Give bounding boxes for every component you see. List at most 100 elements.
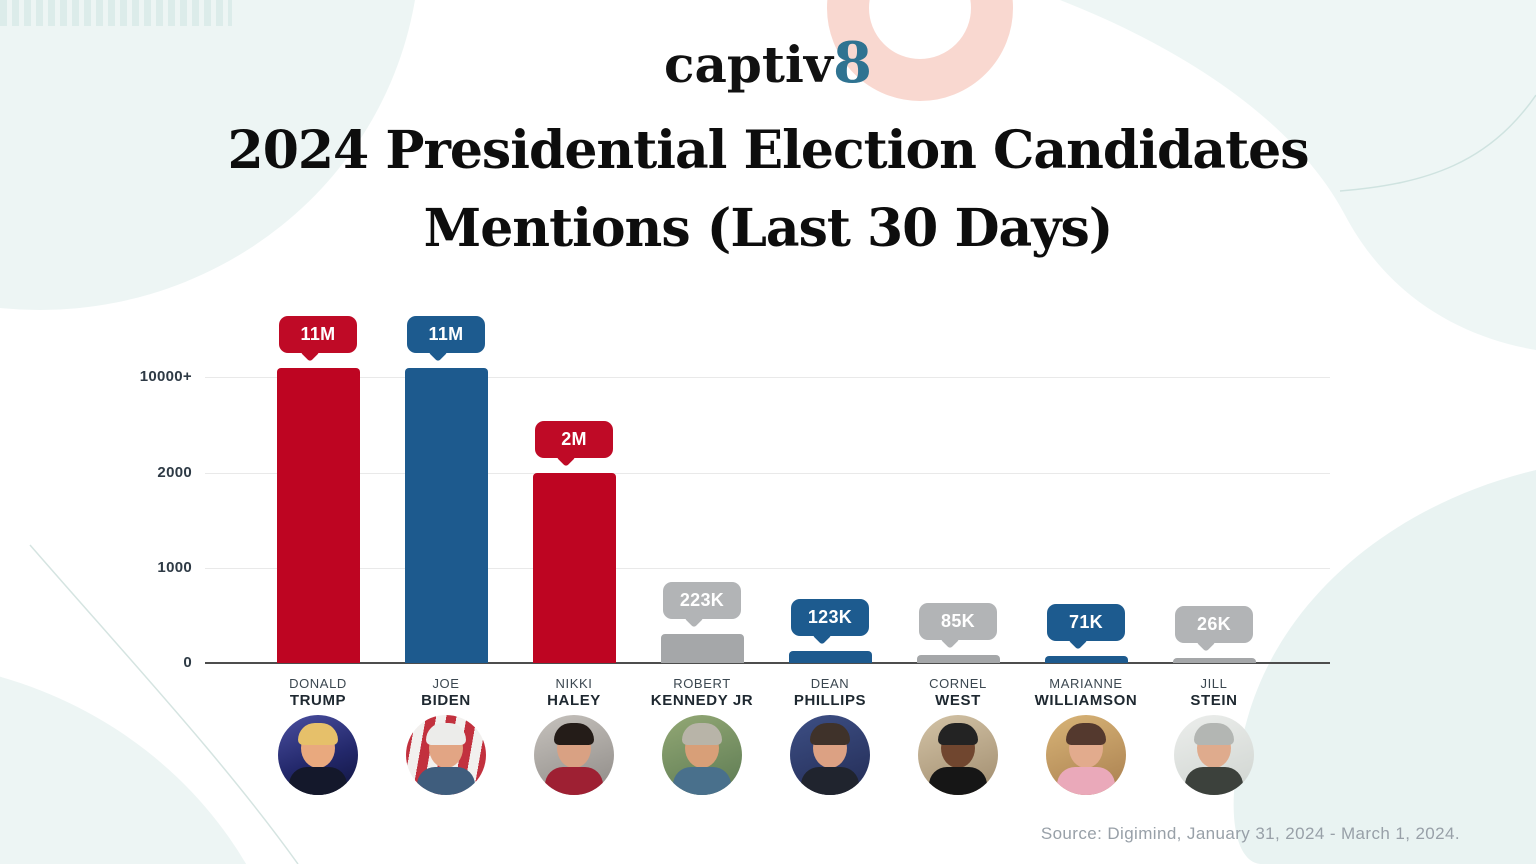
first-name: NIKKI — [555, 676, 593, 691]
value-label: 223K — [679, 590, 725, 610]
captiv8-logo: captiv8 — [0, 30, 1536, 96]
value-bubble: 223K — [663, 582, 741, 619]
last-name: TRUMP — [289, 692, 347, 710]
candidate-column-phillips: 123K DEAN PHILLIPS — [766, 599, 894, 795]
background-ring-pink — [827, 0, 1013, 101]
bar-kennedy — [660, 634, 744, 663]
last-name: WILLIAMSON — [1034, 692, 1138, 710]
avatar-hair — [1066, 723, 1106, 745]
background-stripes-pattern — [0, 0, 232, 26]
candidate-name: DEAN PHILLIPS — [745, 676, 915, 711]
candidate-column-trump: 11M DONALD TRUMP — [254, 316, 382, 795]
value-label: 71K — [1069, 612, 1103, 632]
avatar-hair — [682, 723, 722, 745]
bar-phillips — [788, 651, 872, 663]
avatar-hair — [426, 723, 466, 745]
candidate-name: NIKKI HALEY — [489, 676, 659, 711]
candidate-name: JILL STEIN — [1129, 676, 1299, 711]
value-label: 11M — [428, 324, 464, 344]
avatar-hair — [298, 723, 338, 745]
bar-trump — [276, 368, 360, 663]
avatar-hair — [938, 723, 978, 745]
bar-haley — [532, 473, 616, 663]
avatar — [790, 715, 870, 795]
candidate-column-kennedy: 223K ROBERT KENNEDY JR — [638, 582, 766, 795]
y-tick-1000: 1000 — [157, 559, 192, 576]
avatar-body — [1185, 767, 1243, 795]
background-blob-top-left — [0, 0, 415, 310]
first-name: DONALD — [289, 676, 347, 691]
source-citation: Source: Digimind, January 31, 2024 - Mar… — [1040, 824, 1460, 843]
last-name: BIDEN — [421, 692, 471, 710]
last-name: PHILLIPS — [793, 692, 867, 710]
candidate-column-haley: 2M NIKKI HALEY — [510, 421, 638, 795]
candidate-column-stein: 26K JILL STEIN — [1150, 606, 1278, 795]
last-name: HALEY — [547, 692, 601, 710]
bar-biden — [404, 368, 488, 663]
candidate-name: DONALD TRUMP — [233, 676, 403, 711]
value-label: 26K — [1197, 614, 1231, 634]
avatar-body — [673, 767, 731, 795]
background-blob-bottom-left — [0, 676, 247, 864]
candidate-column-williamson: 71K MARIANNE WILLIAMSON — [1022, 604, 1150, 795]
avatar-body — [1057, 767, 1115, 795]
avatar — [406, 715, 486, 795]
background-wave-top-right — [1060, 0, 1536, 350]
value-bubble: 11M — [407, 316, 485, 353]
avatar — [278, 715, 358, 795]
y-tick-10000: 10000+ — [139, 368, 192, 385]
logo-text: captiv — [664, 35, 833, 94]
first-name: JOE — [432, 676, 460, 691]
y-tick-2000: 2000 — [157, 464, 192, 481]
background-blob-bottom-right — [1233, 470, 1536, 864]
candidate-name: ROBERT KENNEDY JR — [617, 676, 787, 711]
value-label: 11M — [300, 324, 336, 344]
candidate-name: MARIANNE WILLIAMSON — [1001, 676, 1171, 711]
page-title: 2024 Presidential Election Candidates Me… — [0, 112, 1536, 268]
first-name: CORNEL — [929, 676, 987, 691]
value-bubble: 85K — [919, 603, 997, 640]
first-name: MARIANNE — [1049, 676, 1123, 691]
bar-west — [916, 655, 1000, 663]
first-name: ROBERT — [673, 676, 731, 691]
value-bubble: 26K — [1175, 606, 1253, 643]
avatar — [1174, 715, 1254, 795]
value-label: 2M — [561, 429, 587, 449]
y-tick-0: 0 — [183, 654, 192, 671]
last-name: WEST — [935, 692, 981, 710]
first-name: DEAN — [810, 676, 850, 691]
background-curve-bottom-left — [29, 544, 299, 864]
candidate-name: CORNEL WEST — [873, 676, 1043, 711]
avatar-body — [417, 767, 475, 795]
avatar — [662, 715, 742, 795]
first-name: JILL — [1200, 676, 1228, 691]
avatar — [1046, 715, 1126, 795]
avatar-hair — [1194, 723, 1234, 745]
title-line-2: Mentions (Last 30 Days) — [423, 198, 1114, 259]
avatar — [918, 715, 998, 795]
value-label: 85K — [941, 611, 975, 631]
value-bubble: 2M — [535, 421, 613, 458]
avatar-hair — [554, 723, 594, 745]
value-label: 123K — [807, 607, 853, 627]
last-name: KENNEDY JR — [650, 692, 754, 710]
last-name: STEIN — [1190, 692, 1238, 710]
value-bubble: 71K — [1047, 604, 1125, 641]
bar-stein — [1172, 658, 1256, 663]
background-curve-top-right — [1339, 94, 1536, 192]
avatar-body — [289, 767, 347, 795]
candidate-column-west: 85K CORNEL WEST — [894, 603, 1022, 795]
candidate-column-biden: 11M JOE BIDEN — [382, 316, 510, 795]
logo-eight: 8 — [832, 30, 872, 96]
avatar-body — [801, 767, 859, 795]
avatar — [534, 715, 614, 795]
gridline — [205, 473, 1330, 474]
value-bubble: 123K — [791, 599, 869, 636]
gridline — [205, 377, 1330, 378]
title-line-1: 2024 Presidential Election Candidates — [227, 120, 1310, 181]
gridline — [205, 568, 1330, 569]
avatar-body — [929, 767, 987, 795]
bar-williamson — [1044, 656, 1128, 663]
